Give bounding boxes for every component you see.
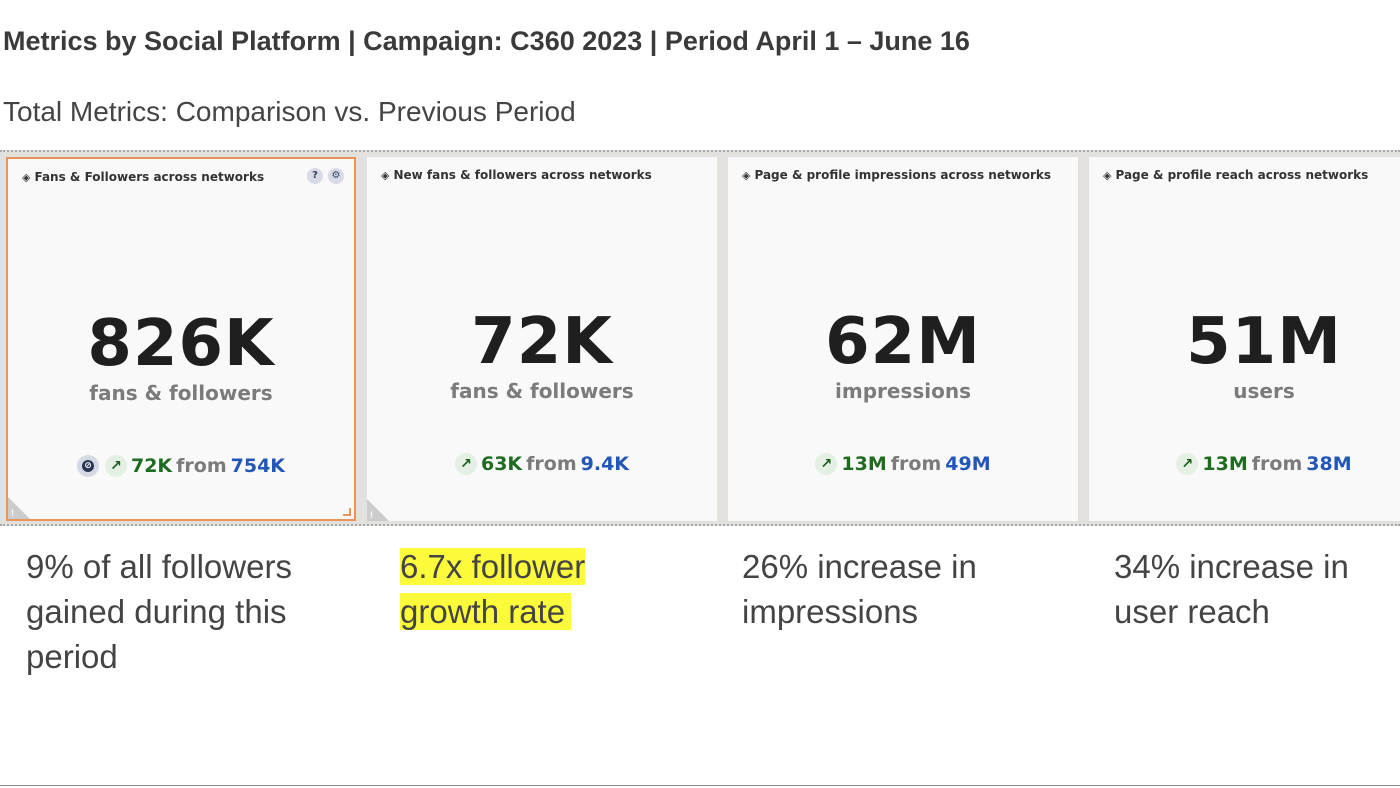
card-header: ◈ Page & profile reach across networks (1103, 168, 1368, 182)
card-title: Page & profile impressions across networ… (754, 168, 1052, 182)
metric-unit: impressions (835, 379, 971, 403)
metric-change: ⊘ ↗ 72K from 754K (8, 455, 354, 477)
metric-previous: 9.4K (580, 453, 630, 475)
arrow-up-icon: ↗ (1176, 453, 1199, 475)
from-label: from (176, 455, 227, 477)
warning-icon: ! (370, 510, 373, 520)
warning-icon: ! (11, 508, 14, 518)
warning-corner-icon (8, 497, 30, 519)
card-header: ◈ Page & profile impressions across netwo… (742, 168, 1051, 182)
network-icon: ◈ (22, 171, 31, 184)
metric-cards-strip: ◈ Fans & Followers across networks ? ⚙ 82… (0, 150, 1400, 526)
metric-value: 62M (825, 305, 981, 379)
network-icon: ◈ (1103, 169, 1112, 182)
metric-delta: 72K (130, 455, 173, 477)
metric-previous: 754K (230, 455, 286, 477)
from-label: from (890, 453, 942, 475)
help-icon[interactable]: ? (307, 168, 323, 184)
metric-card-fans-followers[interactable]: ◈ Fans & Followers across networks ? ⚙ 82… (6, 157, 356, 521)
arrow-up-icon: ↗ (815, 453, 838, 475)
comparison-badge-icon[interactable]: ⊘ (76, 455, 99, 477)
settings-icon[interactable]: ⚙ (328, 168, 344, 184)
metric-delta: 13M (841, 453, 887, 475)
card-header: ◈ Fans & Followers across networks (22, 170, 264, 184)
metric-previous: 38M (1306, 453, 1352, 475)
metric-unit: fans & followers (450, 379, 634, 403)
network-icon: ◈ (742, 169, 751, 182)
page-title: Metrics by Social Platform | Campaign: C… (3, 26, 970, 56)
note-growth-rate: 6.7x follower growth rate (400, 544, 660, 634)
metric-value: 72K (471, 305, 613, 379)
bottom-divider (0, 785, 1400, 786)
metric-change: ↗ 13M from 38M (1089, 453, 1400, 475)
arrow-up-icon: ↗ (104, 455, 127, 477)
metric-value: 51M (1186, 305, 1342, 379)
card-header: ◈ New fans & followers across networks (381, 168, 652, 182)
from-label: from (526, 453, 577, 475)
metric-card-reach[interactable]: ◈ Page & profile reach across networks 51… (1089, 157, 1400, 521)
metric-value: 826K (87, 307, 275, 381)
from-label: from (1251, 453, 1303, 475)
metric-unit: users (1233, 379, 1295, 403)
metric-unit: fans & followers (89, 381, 273, 405)
card-title: New fans & followers across networks (393, 168, 652, 182)
note-impressions: 26% increase in impressions (742, 548, 977, 630)
metric-card-impressions[interactable]: ◈ Page & profile impressions across netwo… (728, 157, 1078, 521)
card-title: Fans & Followers across networks (34, 170, 265, 184)
resize-handle[interactable] (343, 508, 351, 516)
warning-corner-icon (367, 499, 389, 521)
arrow-up-icon: ↗ (454, 453, 477, 475)
card-title: Page & profile reach across networks (1115, 168, 1369, 182)
page-subtitle: Total Metrics: Comparison vs. Previous P… (3, 96, 576, 127)
note-reach: 34% increase in user reach (1114, 548, 1349, 630)
network-icon: ◈ (381, 169, 390, 182)
metric-delta: 13M (1202, 453, 1248, 475)
metric-previous: 49M (945, 453, 991, 475)
metric-change: ↗ 63K from 9.4K (367, 453, 717, 475)
highlighted-note-text: 6.7x follower growth rate (400, 548, 586, 630)
card-tools: ? ⚙ (307, 168, 344, 184)
metric-delta: 63K (480, 453, 523, 475)
note-followers: 9% of all followers gained during this p… (26, 548, 292, 675)
metric-change: ↗ 13M from 49M (728, 453, 1078, 475)
metric-card-new-followers[interactable]: ◈ New fans & followers across networks 72… (367, 157, 717, 521)
